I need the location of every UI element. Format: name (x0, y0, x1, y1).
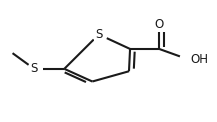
Text: OH: OH (191, 53, 209, 66)
Text: S: S (30, 62, 38, 75)
Text: O: O (155, 18, 164, 31)
Text: S: S (95, 28, 102, 41)
